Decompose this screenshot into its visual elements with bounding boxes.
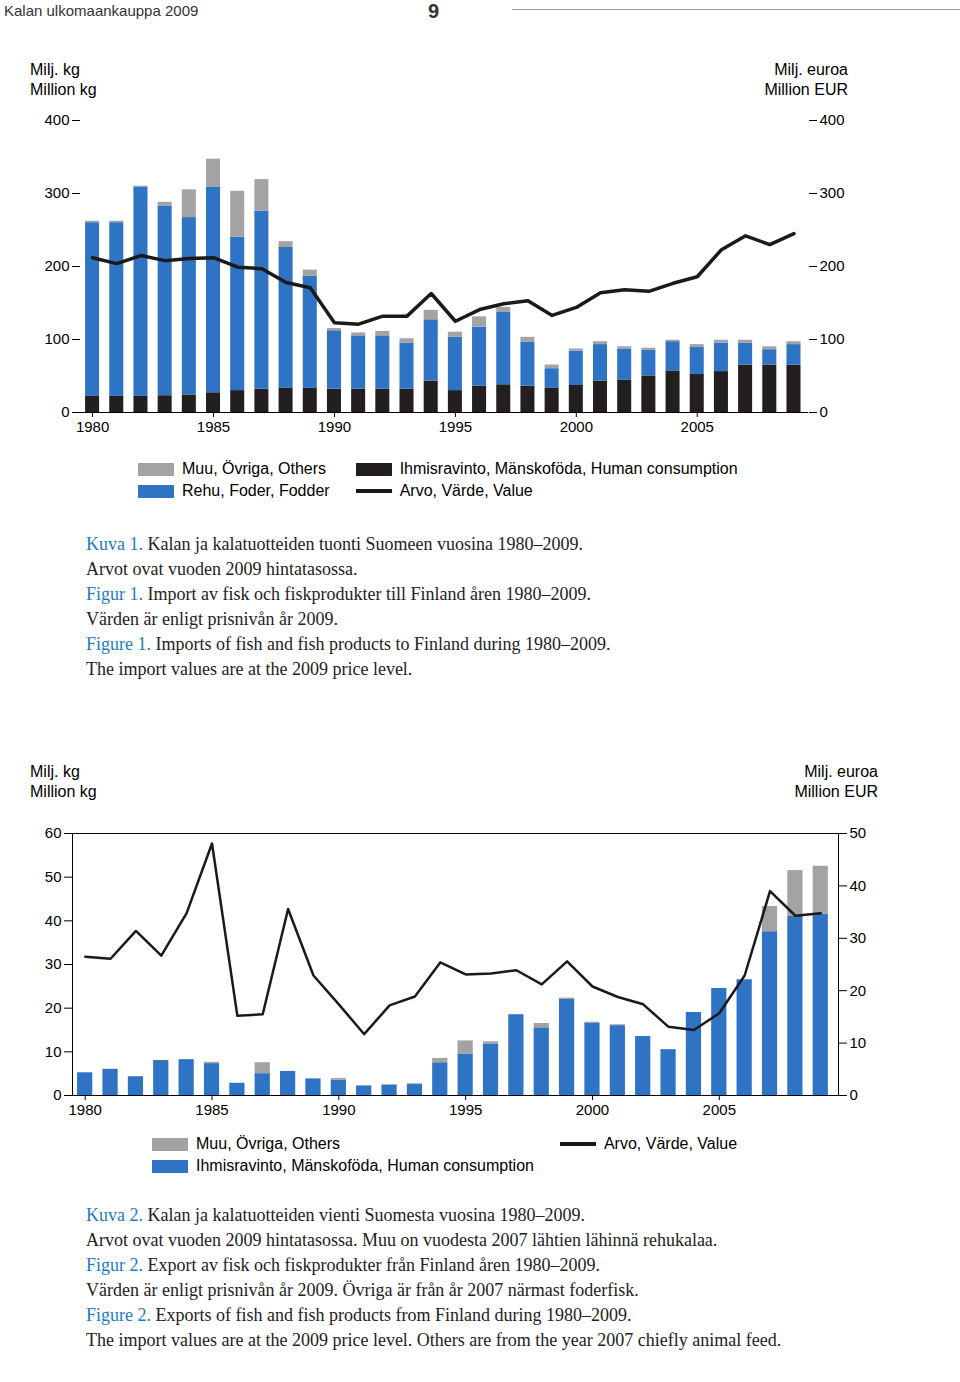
svg-text:50: 50 <box>850 824 867 841</box>
html-text:Figur 1. Import av fisk och fi: Figur 1. Import av fisk och fiskprodukte… <box>86 584 591 604</box>
html-text:Värden är enligt prisnivån år: Värden är enligt prisnivån år 2009. <box>86 609 338 629</box>
html-text:Muu, Övriga, Others: Muu, Övriga, Others <box>182 460 326 477</box>
svg-text:2005: 2005 <box>703 1101 736 1118</box>
html-text:Kuva 2. Kalan ja kalatuotteide: Kuva 2. Kalan ja kalatuotteiden vienti S… <box>86 1205 585 1225</box>
svg-text:1990: 1990 <box>322 1101 355 1118</box>
html-text:Figur 2. Export av fisk och fi: Figur 2. Export av fisk och fiskprodukte… <box>86 1255 600 1275</box>
html-text:The import values are at the 2: The import values are at the 2009 price … <box>86 659 413 679</box>
svg-text:50: 50 <box>45 868 62 885</box>
svg-text:1980: 1980 <box>68 1101 101 1118</box>
svg-text:400: 400 <box>820 111 845 128</box>
svg-text:100: 100 <box>44 330 69 347</box>
svg-text:0: 0 <box>820 403 828 420</box>
svg-text:2000: 2000 <box>560 418 593 435</box>
html-text:Million kg: Million kg <box>30 81 97 98</box>
html-text:Kuva 1. Kalan ja kalatuotteide: Kuva 1. Kalan ja kalatuotteiden tuonti S… <box>86 534 583 554</box>
html-text:Rehu, Foder, Fodder: Rehu, Foder, Fodder <box>182 482 330 499</box>
html-text:Figure 1. Imports of fish and: Figure 1. Imports of fish and fish produ… <box>86 634 611 654</box>
svg-text:1995: 1995 <box>439 418 472 435</box>
svg-text:300: 300 <box>44 184 69 201</box>
svg-text:30: 30 <box>850 929 867 946</box>
svg-text:20: 20 <box>850 982 867 999</box>
html-text:Ihmisravinto, Mänskoföda, Huma: Ihmisravinto, Mänskoföda, Human consumpt… <box>196 1157 534 1174</box>
svg-text:0: 0 <box>53 1086 61 1103</box>
svg-text:1995: 1995 <box>449 1101 482 1118</box>
html-text:Arvot ovat vuoden 2009 hintata: Arvot ovat vuoden 2009 hintatasossa. <box>86 559 358 579</box>
svg-text:1985: 1985 <box>197 418 230 435</box>
html-text:Kalan ulkomaankauppa 2009: Kalan ulkomaankauppa 2009 <box>4 2 199 19</box>
svg-text:2000: 2000 <box>576 1101 609 1118</box>
svg-text:1980: 1980 <box>76 418 109 435</box>
svg-text:0: 0 <box>850 1086 858 1103</box>
html-text:Ihmisravinto, Mänskoföda, Huma: Ihmisravinto, Mänskoföda, Human consumpt… <box>399 460 738 477</box>
html-text:Muu, Övriga, Others: Muu, Övriga, Others <box>196 1135 340 1152</box>
html-text:The import values are at the 2: The import values are at the 2009 price … <box>86 1330 782 1350</box>
svg-text:200: 200 <box>44 257 69 274</box>
svg-text:0: 0 <box>61 403 69 420</box>
html-text:Figure 2. Exports of fish and: Figure 2. Exports of fish and fish produ… <box>86 1305 632 1325</box>
svg-text:10: 10 <box>850 1034 867 1051</box>
html-text:Million EUR: Million EUR <box>794 783 878 800</box>
svg-text:2005: 2005 <box>681 418 714 435</box>
html-text:Arvo, Värde, Value: Arvo, Värde, Value <box>399 482 533 499</box>
svg-text:10: 10 <box>45 1043 62 1060</box>
html-text:Värden är enligt prisnivån år: Värden är enligt prisnivån år 2009. Övri… <box>86 1280 639 1300</box>
svg-text:200: 200 <box>820 257 845 274</box>
html-text:9: 9 <box>428 0 440 22</box>
svg-text:30: 30 <box>45 955 62 972</box>
html-text:Milj. kg: Milj. kg <box>30 763 80 780</box>
html-text:Milj. euroa: Milj. euroa <box>774 61 848 78</box>
html-text:Million EUR: Million EUR <box>764 81 848 98</box>
html-text:Arvot ovat vuoden 2009 hintata: Arvot ovat vuoden 2009 hintatasossa. Muu… <box>86 1230 718 1250</box>
svg-text:300: 300 <box>820 184 845 201</box>
svg-text:100: 100 <box>820 330 845 347</box>
html-text:Milj. kg: Milj. kg <box>30 61 80 78</box>
svg-text:20: 20 <box>45 999 62 1016</box>
html-text:Million kg: Million kg <box>30 783 97 800</box>
svg-text:60: 60 <box>45 824 62 841</box>
svg-text:40: 40 <box>850 877 867 894</box>
svg-text:1985: 1985 <box>195 1101 228 1118</box>
svg-text:400: 400 <box>44 111 69 128</box>
svg-text:40: 40 <box>45 912 62 929</box>
svg-text:1990: 1990 <box>318 418 351 435</box>
html-text:Arvo, Värde, Value: Arvo, Värde, Value <box>603 1135 737 1152</box>
html-text:Milj. euroa: Milj. euroa <box>804 763 878 780</box>
